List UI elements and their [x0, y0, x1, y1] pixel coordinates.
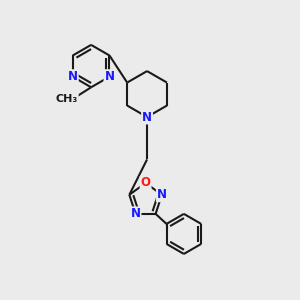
Text: N: N [157, 188, 167, 201]
Text: CH₃: CH₃ [56, 94, 78, 104]
Text: N: N [142, 110, 152, 124]
Text: N: N [104, 70, 115, 83]
Text: O: O [141, 176, 151, 190]
Text: N: N [68, 70, 78, 83]
Text: N: N [130, 207, 140, 220]
